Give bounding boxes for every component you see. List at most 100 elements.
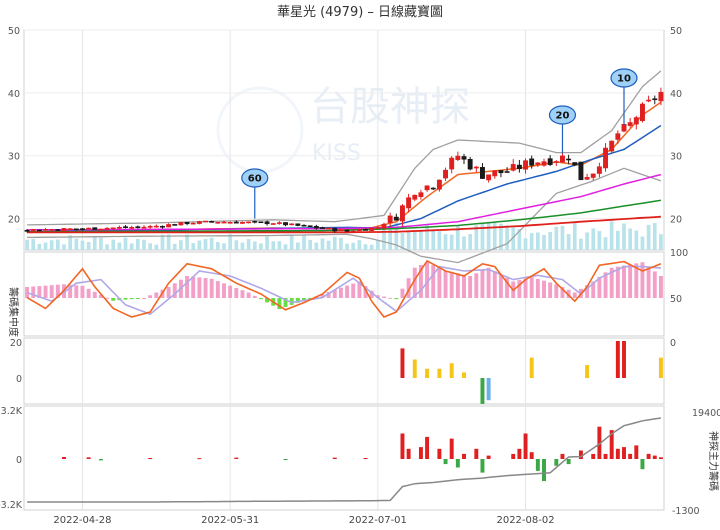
osc-bar (228, 285, 233, 298)
candle-body (424, 185, 430, 191)
candle-body (467, 158, 473, 170)
osc-bar (640, 262, 645, 298)
osc-bar (25, 287, 30, 298)
kd-ylabel: 籌碼集中度 (7, 287, 20, 337)
volume-bar (609, 221, 614, 250)
volume-bar (382, 226, 386, 250)
volume-bar (357, 240, 362, 250)
volume-bar (406, 231, 411, 250)
osc-bar (357, 281, 362, 298)
osc-bar (234, 287, 239, 298)
osc-bar (572, 292, 577, 298)
candle-body (49, 229, 55, 231)
candle-body (603, 147, 608, 169)
y-tick-right: 30 (670, 152, 682, 163)
candle-body (436, 179, 442, 190)
candle-body (86, 227, 92, 230)
signal-bar (622, 341, 626, 378)
volume-bar (505, 225, 509, 250)
signal-bar (462, 372, 466, 378)
candle-body (209, 221, 215, 223)
signal-bar (529, 357, 534, 378)
volume-bar (271, 241, 276, 250)
volume-bar (486, 221, 491, 250)
volume-bar (117, 242, 122, 250)
osc-bar (474, 273, 479, 298)
signal-tick-right: 0 (670, 338, 676, 349)
osc-bar (277, 298, 282, 309)
candle-body (615, 133, 621, 140)
volume-bar (105, 244, 109, 250)
osc-bar (80, 285, 85, 298)
bubble-label: 20 (556, 111, 570, 122)
osc-bar (505, 278, 510, 298)
osc-bar (646, 266, 651, 298)
kd-panel (25, 259, 663, 318)
osc-bar (68, 284, 73, 298)
candle-body (227, 222, 233, 224)
candle-body (369, 227, 375, 231)
signal-bar (486, 378, 491, 401)
volume-bar (86, 242, 91, 250)
osc-bar (603, 272, 608, 298)
signal-bar (437, 368, 442, 378)
signal-bar (449, 363, 454, 378)
volume-bar (179, 240, 183, 250)
volume-bar (148, 243, 152, 250)
osc-bar (203, 278, 208, 298)
candle-body (73, 228, 79, 231)
osc-bar (246, 292, 251, 298)
volume-bar (197, 240, 202, 250)
osc-bar (154, 292, 159, 298)
candle-body (443, 169, 448, 179)
candle-body (633, 117, 639, 125)
flow-bar (449, 438, 454, 459)
flow-bar (523, 433, 528, 459)
volume-bar (265, 236, 269, 250)
signal-panel (400, 341, 663, 404)
volume-bar (449, 234, 454, 250)
candle-body (578, 161, 584, 181)
candle-body (80, 228, 85, 230)
flow-bar (455, 459, 460, 468)
osc-bar (74, 285, 79, 298)
candle-body (412, 194, 418, 200)
flow-tick-left: -3.2K (0, 500, 23, 511)
candle-body (196, 221, 202, 224)
bubble-20 (548, 105, 577, 125)
candle-body (504, 171, 510, 173)
osc-bar (369, 290, 374, 298)
volume-bar (228, 234, 232, 250)
osc-bar (86, 288, 91, 298)
line-ma120 (27, 199, 662, 233)
x-tick: 2022-08-02 (496, 515, 554, 526)
candle-body (430, 187, 436, 190)
osc-bar (652, 271, 657, 298)
bubble-10 (610, 68, 638, 88)
watermark-sub: KISS (312, 141, 361, 166)
candle-body (590, 173, 596, 178)
flow-bar (622, 447, 626, 459)
osc-bar (628, 264, 633, 298)
candle-body (295, 223, 301, 226)
flow-bar (658, 457, 663, 459)
candle-body (55, 229, 61, 231)
candle-body (406, 197, 412, 209)
volume-bar (289, 234, 294, 250)
signal-tick-left: 20 (10, 338, 22, 349)
candle-body (523, 160, 528, 170)
y-tick-right: 50 (670, 26, 682, 37)
flow-bar (406, 448, 411, 459)
candle-body (516, 164, 522, 170)
volume-bar (92, 236, 97, 250)
candle-body (43, 229, 48, 231)
volume-bar (536, 232, 540, 250)
osc-bar (135, 298, 140, 299)
candle-body (215, 221, 221, 224)
volume-bar (111, 239, 116, 250)
volume-bar (548, 231, 552, 250)
volume-bar (172, 243, 177, 250)
y-tick-right: 40 (670, 89, 682, 100)
volume-bar (652, 223, 657, 250)
osc-bar (129, 298, 134, 300)
